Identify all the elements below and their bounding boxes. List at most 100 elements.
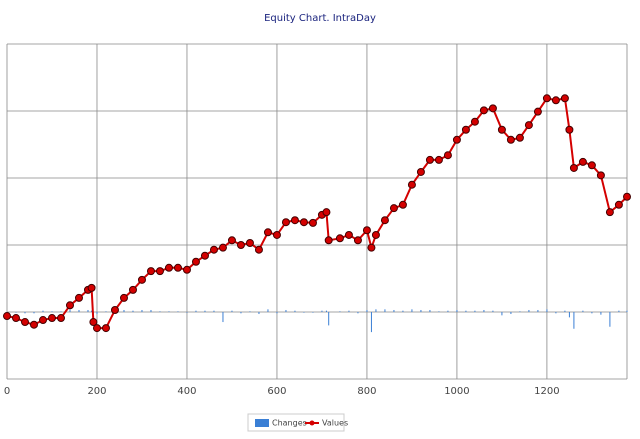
change-bar — [626, 310, 628, 312]
change-bar — [69, 309, 71, 312]
value-point — [380, 216, 389, 225]
value-point — [245, 238, 254, 247]
change-bar — [573, 312, 575, 329]
value-point — [533, 107, 542, 116]
value-point — [569, 163, 578, 172]
value-point — [461, 125, 470, 134]
value-point — [506, 135, 515, 144]
change-bar — [213, 310, 215, 312]
value-point — [407, 180, 416, 189]
change-bar — [600, 312, 602, 315]
change-bar — [105, 311, 107, 312]
value-point — [367, 243, 376, 252]
value-point — [101, 324, 110, 333]
x-tick-label: 800 — [357, 386, 376, 397]
change-bar — [537, 309, 539, 312]
change-bar — [357, 312, 359, 314]
value-point — [324, 236, 333, 245]
change-bar — [78, 309, 80, 312]
change-bar — [483, 309, 485, 312]
value-point — [182, 265, 191, 274]
value-point — [416, 167, 425, 176]
value-point — [29, 320, 38, 329]
change-bar — [375, 309, 377, 312]
value-point — [434, 155, 443, 164]
change-bar — [546, 309, 548, 312]
value-point — [479, 106, 488, 115]
change-bar — [33, 312, 35, 314]
change-bar — [60, 311, 62, 312]
x-tick-label: 1000 — [444, 386, 469, 397]
value-point — [488, 104, 497, 113]
change-bar — [609, 312, 611, 327]
value-point — [173, 263, 182, 272]
change-bar — [249, 311, 251, 312]
change-bar — [618, 310, 620, 312]
value-point — [281, 218, 290, 227]
value-point — [322, 208, 331, 217]
x-tick-label: 200 — [87, 386, 106, 397]
value-point — [56, 314, 65, 323]
value-point — [254, 245, 263, 254]
change-bar — [231, 310, 233, 312]
change-bar — [15, 312, 17, 313]
value-point — [128, 285, 137, 294]
value-point — [515, 133, 524, 142]
change-bar — [420, 309, 422, 312]
value-point — [344, 230, 353, 239]
value-point — [497, 125, 506, 134]
value-point — [565, 125, 574, 134]
change-bar — [328, 312, 330, 326]
value-point — [560, 94, 569, 103]
value-point — [3, 312, 11, 321]
change-bar — [474, 310, 476, 312]
value-point — [335, 234, 344, 243]
change-bar — [51, 311, 53, 312]
legend-swatch — [255, 419, 269, 427]
change-bar — [186, 312, 188, 313]
change-bar — [456, 309, 458, 312]
change-bar — [465, 310, 467, 312]
value-point — [452, 135, 461, 144]
value-point — [263, 228, 272, 237]
legend-swatch — [309, 420, 315, 426]
value-point — [425, 155, 434, 164]
value-point — [164, 263, 173, 272]
change-bar — [91, 310, 93, 312]
change-bar — [123, 309, 125, 312]
change-bar — [267, 309, 269, 312]
change-bar — [276, 312, 278, 314]
value-point — [371, 230, 380, 239]
change-bar — [312, 312, 314, 313]
value-point — [623, 192, 631, 201]
value-point — [308, 218, 317, 227]
change-bar — [159, 311, 161, 312]
change-bar — [510, 312, 512, 315]
change-bar — [591, 312, 593, 314]
change-bar — [258, 312, 260, 315]
value-point — [92, 324, 101, 333]
change-bar — [339, 311, 341, 312]
value-point — [110, 305, 119, 314]
change-bar — [303, 312, 305, 313]
x-tick-label: 600 — [267, 386, 286, 397]
value-point — [74, 293, 83, 302]
value-point — [65, 301, 74, 310]
value-point — [38, 316, 47, 325]
value-point — [578, 157, 587, 166]
legend-label: Values — [322, 419, 348, 428]
value-point — [353, 236, 362, 245]
change-bar — [370, 312, 372, 333]
value-point — [470, 117, 479, 126]
change-bar — [321, 310, 323, 312]
value-point — [398, 200, 407, 209]
change-bar — [204, 310, 206, 312]
legend-frame — [247, 413, 345, 432]
x-tick-label: 0 — [4, 386, 10, 397]
value-point — [218, 243, 227, 252]
value-point — [443, 151, 452, 160]
change-bar — [492, 310, 494, 312]
change-bar — [429, 309, 431, 312]
value-point — [137, 275, 146, 284]
